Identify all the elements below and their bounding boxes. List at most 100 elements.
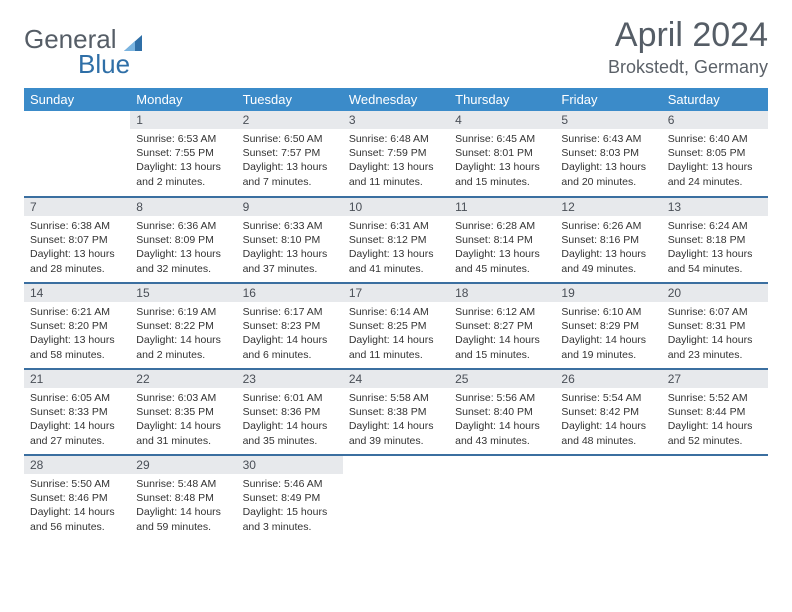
calendar-day-cell: 7Sunrise: 6:38 AMSunset: 8:07 PMDaylight…: [24, 197, 130, 283]
sunrise-line: Sunrise: 6:21 AM: [30, 305, 124, 319]
day-body: Sunrise: 6:40 AMSunset: 8:05 PMDaylight:…: [662, 129, 768, 193]
day-body: Sunrise: 5:48 AMSunset: 8:48 PMDaylight:…: [130, 474, 236, 538]
sunset-line: Sunset: 8:10 PM: [243, 233, 337, 247]
day-body: Sunrise: 5:52 AMSunset: 8:44 PMDaylight:…: [662, 388, 768, 452]
day-number: 18: [449, 284, 555, 302]
calendar-empty-cell: [343, 455, 449, 541]
sunset-line: Sunset: 8:46 PM: [30, 491, 124, 505]
daylight-line: Daylight: 13 hours and 24 minutes.: [668, 160, 762, 188]
day-body: Sunrise: 6:07 AMSunset: 8:31 PMDaylight:…: [662, 302, 768, 366]
day-number: 20: [662, 284, 768, 302]
sunrise-line: Sunrise: 6:50 AM: [243, 132, 337, 146]
daylight-line: Daylight: 13 hours and 54 minutes.: [668, 247, 762, 275]
daylight-line: Daylight: 14 hours and 56 minutes.: [30, 505, 124, 533]
calendar-day-cell: 2Sunrise: 6:50 AMSunset: 7:57 PMDaylight…: [237, 111, 343, 197]
calendar-day-cell: 25Sunrise: 5:56 AMSunset: 8:40 PMDayligh…: [449, 369, 555, 455]
calendar-day-cell: 20Sunrise: 6:07 AMSunset: 8:31 PMDayligh…: [662, 283, 768, 369]
calendar-day-cell: 29Sunrise: 5:48 AMSunset: 8:48 PMDayligh…: [130, 455, 236, 541]
day-number: 11: [449, 198, 555, 216]
day-body: Sunrise: 6:17 AMSunset: 8:23 PMDaylight:…: [237, 302, 343, 366]
calendar-empty-cell: [24, 111, 130, 197]
calendar-day-cell: 23Sunrise: 6:01 AMSunset: 8:36 PMDayligh…: [237, 369, 343, 455]
sunrise-line: Sunrise: 6:07 AM: [668, 305, 762, 319]
day-number: 27: [662, 370, 768, 388]
daylight-line: Daylight: 14 hours and 27 minutes.: [30, 419, 124, 447]
sunset-line: Sunset: 8:07 PM: [30, 233, 124, 247]
daylight-line: Daylight: 13 hours and 41 minutes.: [349, 247, 443, 275]
daylight-line: Daylight: 14 hours and 52 minutes.: [668, 419, 762, 447]
day-body: Sunrise: 6:03 AMSunset: 8:35 PMDaylight:…: [130, 388, 236, 452]
day-body: Sunrise: 6:31 AMSunset: 8:12 PMDaylight:…: [343, 216, 449, 280]
day-body: Sunrise: 5:56 AMSunset: 8:40 PMDaylight:…: [449, 388, 555, 452]
day-body: Sunrise: 6:19 AMSunset: 8:22 PMDaylight:…: [130, 302, 236, 366]
calendar-day-cell: 13Sunrise: 6:24 AMSunset: 8:18 PMDayligh…: [662, 197, 768, 283]
daylight-line: Daylight: 13 hours and 15 minutes.: [455, 160, 549, 188]
day-number: 12: [555, 198, 661, 216]
calendar-day-cell: 17Sunrise: 6:14 AMSunset: 8:25 PMDayligh…: [343, 283, 449, 369]
calendar-day-cell: 15Sunrise: 6:19 AMSunset: 8:22 PMDayligh…: [130, 283, 236, 369]
day-number: 4: [449, 111, 555, 129]
day-body: Sunrise: 5:46 AMSunset: 8:49 PMDaylight:…: [237, 474, 343, 538]
daylight-line: Daylight: 13 hours and 28 minutes.: [30, 247, 124, 275]
calendar-day-cell: 10Sunrise: 6:31 AMSunset: 8:12 PMDayligh…: [343, 197, 449, 283]
day-body: Sunrise: 6:28 AMSunset: 8:14 PMDaylight:…: [449, 216, 555, 280]
calendar-day-cell: 26Sunrise: 5:54 AMSunset: 8:42 PMDayligh…: [555, 369, 661, 455]
day-number: 14: [24, 284, 130, 302]
daylight-line: Daylight: 14 hours and 23 minutes.: [668, 333, 762, 361]
day-body: Sunrise: 6:26 AMSunset: 8:16 PMDaylight:…: [555, 216, 661, 280]
weekday-header: Tuesday: [237, 88, 343, 111]
calendar-day-cell: 16Sunrise: 6:17 AMSunset: 8:23 PMDayligh…: [237, 283, 343, 369]
sunrise-line: Sunrise: 6:33 AM: [243, 219, 337, 233]
sunset-line: Sunset: 7:59 PM: [349, 146, 443, 160]
day-number: 13: [662, 198, 768, 216]
day-number: 3: [343, 111, 449, 129]
sunset-line: Sunset: 8:48 PM: [136, 491, 230, 505]
sunrise-line: Sunrise: 6:38 AM: [30, 219, 124, 233]
daylight-line: Daylight: 14 hours and 6 minutes.: [243, 333, 337, 361]
day-body: Sunrise: 6:45 AMSunset: 8:01 PMDaylight:…: [449, 129, 555, 193]
day-body: Sunrise: 6:01 AMSunset: 8:36 PMDaylight:…: [237, 388, 343, 452]
day-number: 6: [662, 111, 768, 129]
sunset-line: Sunset: 7:55 PM: [136, 146, 230, 160]
daylight-line: Daylight: 14 hours and 48 minutes.: [561, 419, 655, 447]
day-body: Sunrise: 6:24 AMSunset: 8:18 PMDaylight:…: [662, 216, 768, 280]
sunset-line: Sunset: 8:42 PM: [561, 405, 655, 419]
day-number: 19: [555, 284, 661, 302]
day-number: 22: [130, 370, 236, 388]
day-number: 25: [449, 370, 555, 388]
day-body: Sunrise: 6:33 AMSunset: 8:10 PMDaylight:…: [237, 216, 343, 280]
sunrise-line: Sunrise: 6:28 AM: [455, 219, 549, 233]
sunset-line: Sunset: 8:33 PM: [30, 405, 124, 419]
day-body: Sunrise: 5:58 AMSunset: 8:38 PMDaylight:…: [343, 388, 449, 452]
calendar-day-cell: 27Sunrise: 5:52 AMSunset: 8:44 PMDayligh…: [662, 369, 768, 455]
calendar-table: SundayMondayTuesdayWednesdayThursdayFrid…: [24, 88, 768, 541]
sunrise-line: Sunrise: 6:53 AM: [136, 132, 230, 146]
sunset-line: Sunset: 8:01 PM: [455, 146, 549, 160]
month-title: April 2024: [608, 16, 768, 55]
day-number: 21: [24, 370, 130, 388]
day-number: 15: [130, 284, 236, 302]
sunset-line: Sunset: 8:18 PM: [668, 233, 762, 247]
calendar-day-cell: 14Sunrise: 6:21 AMSunset: 8:20 PMDayligh…: [24, 283, 130, 369]
sunset-line: Sunset: 8:23 PM: [243, 319, 337, 333]
calendar-day-cell: 6Sunrise: 6:40 AMSunset: 8:05 PMDaylight…: [662, 111, 768, 197]
daylight-line: Daylight: 14 hours and 11 minutes.: [349, 333, 443, 361]
calendar-day-cell: 18Sunrise: 6:12 AMSunset: 8:27 PMDayligh…: [449, 283, 555, 369]
calendar-day-cell: 19Sunrise: 6:10 AMSunset: 8:29 PMDayligh…: [555, 283, 661, 369]
sunrise-line: Sunrise: 6:43 AM: [561, 132, 655, 146]
day-body: Sunrise: 6:50 AMSunset: 7:57 PMDaylight:…: [237, 129, 343, 193]
title-block: April 2024 Brokstedt, Germany: [608, 16, 768, 78]
day-body: Sunrise: 6:05 AMSunset: 8:33 PMDaylight:…: [24, 388, 130, 452]
day-number: 28: [24, 456, 130, 474]
daylight-line: Daylight: 13 hours and 45 minutes.: [455, 247, 549, 275]
sunset-line: Sunset: 8:03 PM: [561, 146, 655, 160]
day-number: 10: [343, 198, 449, 216]
calendar-day-cell: 9Sunrise: 6:33 AMSunset: 8:10 PMDaylight…: [237, 197, 343, 283]
sunset-line: Sunset: 8:36 PM: [243, 405, 337, 419]
calendar-empty-cell: [555, 455, 661, 541]
calendar-day-cell: 8Sunrise: 6:36 AMSunset: 8:09 PMDaylight…: [130, 197, 236, 283]
sunrise-line: Sunrise: 6:03 AM: [136, 391, 230, 405]
sunrise-line: Sunrise: 6:17 AM: [243, 305, 337, 319]
daylight-line: Daylight: 14 hours and 2 minutes.: [136, 333, 230, 361]
sunset-line: Sunset: 8:20 PM: [30, 319, 124, 333]
